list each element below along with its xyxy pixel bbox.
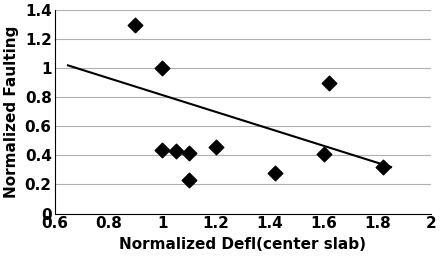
Point xyxy=(320,152,327,156)
Point xyxy=(172,149,179,153)
Point xyxy=(213,145,220,149)
Point xyxy=(272,171,279,175)
Point xyxy=(132,23,139,27)
Point xyxy=(186,178,193,182)
Point xyxy=(325,81,333,85)
X-axis label: Normalized Defl(center slab): Normalized Defl(center slab) xyxy=(120,237,366,252)
Y-axis label: Normalized Faulting: Normalized Faulting xyxy=(4,26,19,198)
Point xyxy=(159,66,166,70)
Point xyxy=(186,151,193,155)
Point xyxy=(159,147,166,152)
Point xyxy=(379,165,386,169)
